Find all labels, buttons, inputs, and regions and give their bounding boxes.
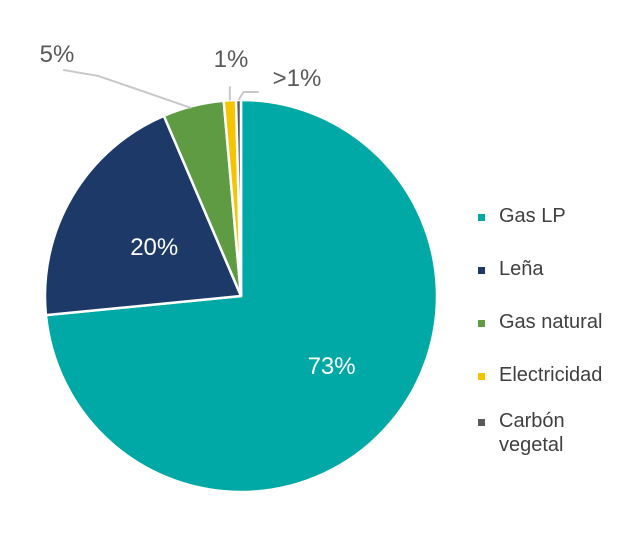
legend-item-gas-lp: Gas LP bbox=[478, 204, 638, 228]
legend-item-lena: Leña bbox=[478, 257, 638, 281]
slice-labels: 73% 20% 5% 1% >1% bbox=[40, 41, 356, 380]
slice-carbon-vegetal bbox=[234, 98, 243, 298]
legend-label-gas-lp: Gas LP bbox=[499, 205, 566, 227]
legend-label-carbon-vegetal: Carbón vegetal bbox=[499, 410, 565, 456]
legend-swatch-electricidad bbox=[478, 373, 485, 380]
legend: Gas LP Leña Gas natural Electricidad Car… bbox=[478, 204, 638, 486]
legend-swatch-gas-natural bbox=[478, 320, 485, 327]
pie-slices bbox=[43, 98, 439, 494]
legend-item-electricidad: Electricidad bbox=[478, 363, 638, 387]
legend-item-gas-natural: Gas natural bbox=[478, 310, 638, 334]
legend-label-electricidad: Electricidad bbox=[499, 364, 603, 386]
data-label-carbon-vegetal: >1% bbox=[273, 65, 322, 92]
leader-line-carbon-vegetal bbox=[237, 91, 259, 101]
slice-lena bbox=[43, 114, 243, 317]
legend-label-gas-natural: Gas natural bbox=[499, 311, 603, 333]
leader-line-gas-natural bbox=[63, 68, 192, 109]
data-label-gas-lp: 73% bbox=[308, 353, 356, 380]
legend-item-carbon-vegetal: Carbón vegetal bbox=[478, 409, 638, 457]
legend-swatch-lena bbox=[478, 267, 485, 274]
data-label-lena: 20% bbox=[130, 234, 178, 261]
data-label-gas-natural: 5% bbox=[40, 41, 75, 68]
legend-swatch-carbon-vegetal bbox=[478, 419, 485, 426]
legend-swatch-gas-lp bbox=[478, 214, 485, 221]
legend-label-lena: Leña bbox=[499, 258, 544, 280]
leader-lines bbox=[63, 68, 259, 109]
data-label-electricidad: 1% bbox=[214, 46, 249, 73]
